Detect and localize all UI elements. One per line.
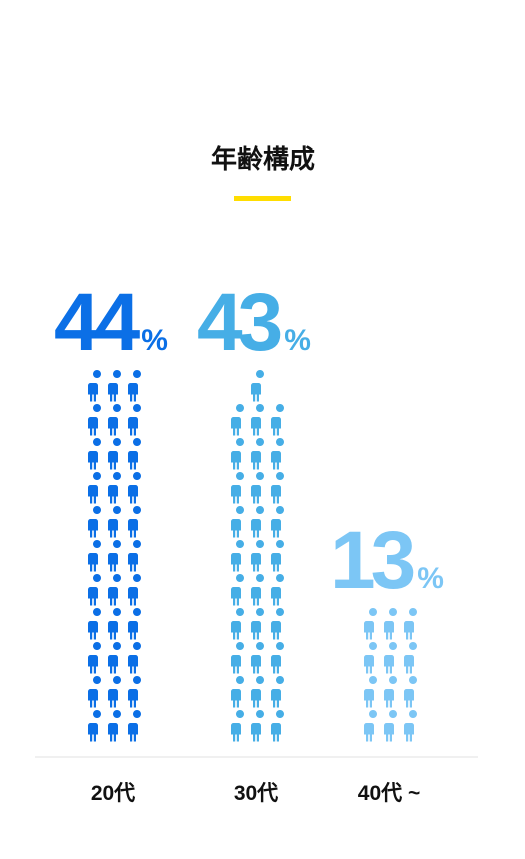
person-icon xyxy=(88,506,101,538)
value-unit: % xyxy=(284,324,311,357)
person-icon xyxy=(270,472,284,504)
value-unit: % xyxy=(141,324,168,357)
person-icon xyxy=(128,710,141,742)
person-icon xyxy=(108,438,121,470)
value-label: 44% xyxy=(54,277,168,368)
person-icon xyxy=(250,540,264,572)
person-icon xyxy=(88,540,101,572)
person-icon xyxy=(250,642,264,674)
person-icon xyxy=(88,676,101,708)
person-icon xyxy=(128,642,141,674)
person-icon xyxy=(270,438,284,470)
person-icon xyxy=(128,472,141,504)
person-icon xyxy=(108,642,121,674)
person-icon xyxy=(128,574,141,606)
person-icon xyxy=(250,506,264,538)
person-icon xyxy=(383,608,397,640)
person-icon xyxy=(250,710,264,742)
title-underline xyxy=(234,196,291,201)
person-icon xyxy=(383,676,397,708)
person-icon xyxy=(231,710,244,742)
person-icon xyxy=(363,676,377,708)
chart-title: 年齢構成 xyxy=(211,144,315,174)
value-label: 13% xyxy=(330,515,444,606)
person-icon xyxy=(108,574,121,606)
x-tick-label: 40代 ~ xyxy=(358,782,420,805)
value-number: 13 xyxy=(330,515,414,606)
person-icon xyxy=(270,404,284,436)
person-icon xyxy=(128,676,141,708)
person-icon xyxy=(250,370,264,402)
person-icon xyxy=(231,540,244,572)
person-icon xyxy=(270,608,284,640)
person-icon xyxy=(403,710,417,742)
person-icon xyxy=(88,472,101,504)
person-icon xyxy=(383,642,397,674)
person-icon xyxy=(128,370,141,402)
value-number: 43 xyxy=(197,277,281,368)
value-unit: % xyxy=(417,562,444,595)
person-icon xyxy=(403,608,417,640)
person-icon xyxy=(250,472,264,504)
icon-group xyxy=(88,370,141,742)
person-icon xyxy=(108,710,121,742)
person-icon xyxy=(250,404,264,436)
person-icon xyxy=(363,608,377,640)
person-icon xyxy=(250,676,264,708)
person-icon xyxy=(108,540,121,572)
person-icon xyxy=(383,710,397,742)
person-icon xyxy=(108,370,121,402)
person-icon xyxy=(270,676,284,708)
person-icon xyxy=(88,370,101,402)
person-icon xyxy=(128,506,141,538)
person-icon xyxy=(231,472,244,504)
person-icon xyxy=(231,506,244,538)
person-icon xyxy=(231,574,244,606)
person-icon xyxy=(363,710,377,742)
person-icon xyxy=(231,404,244,436)
person-icon xyxy=(270,506,284,538)
person-icon xyxy=(128,540,141,572)
person-icon xyxy=(88,438,101,470)
person-icon xyxy=(88,404,101,436)
person-icon xyxy=(231,676,244,708)
icon-group xyxy=(363,608,417,742)
person-icon xyxy=(250,574,264,606)
person-icon xyxy=(128,404,141,436)
person-icon xyxy=(270,574,284,606)
person-icon xyxy=(108,608,121,640)
person-icon xyxy=(363,642,377,674)
person-icon xyxy=(128,438,141,470)
icon-group xyxy=(231,370,284,742)
person-icon xyxy=(108,676,121,708)
person-icon xyxy=(88,608,101,640)
person-icon xyxy=(231,642,244,674)
person-icon xyxy=(88,710,101,742)
person-icon xyxy=(270,642,284,674)
x-tick-label: 30代 xyxy=(234,782,278,805)
person-icon xyxy=(403,676,417,708)
person-icon xyxy=(250,608,264,640)
person-icon xyxy=(250,438,264,470)
person-icon xyxy=(403,642,417,674)
person-icon xyxy=(88,574,101,606)
person-icon xyxy=(270,540,284,572)
person-icon xyxy=(88,642,101,674)
person-icon xyxy=(231,438,244,470)
person-icon xyxy=(231,608,244,640)
x-tick-label: 20代 xyxy=(91,782,135,805)
person-icon xyxy=(108,472,121,504)
value-label: 43% xyxy=(197,277,311,368)
person-icon xyxy=(270,710,284,742)
person-icon xyxy=(128,608,141,640)
value-number: 44 xyxy=(54,277,141,368)
person-icon xyxy=(108,506,121,538)
person-icon xyxy=(108,404,121,436)
